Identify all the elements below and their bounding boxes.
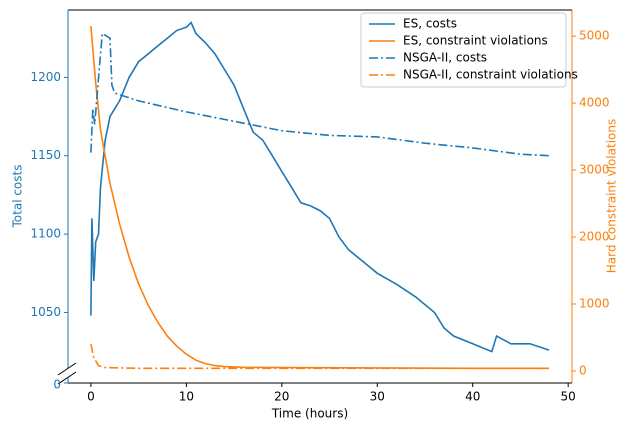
- y-tick-label: 1100: [30, 227, 61, 241]
- series-line: [90, 21, 550, 353]
- y2-tick-label: 1000: [579, 296, 610, 310]
- legend: ES, costs ES, constraint violations NSGA-I…: [360, 12, 578, 88]
- y-tick-label: 1050: [30, 305, 61, 319]
- y2-tick-label: 3000: [579, 163, 610, 177]
- legend-label: ES, constraint violations: [403, 34, 548, 48]
- series-line: [90, 344, 550, 370]
- x-tick-label: 30: [370, 390, 385, 404]
- legend-box: [360, 12, 567, 88]
- y-tick-label: 1200: [30, 70, 61, 84]
- legend-label: NSGA-II, costs: [403, 51, 487, 65]
- legend-label: ES, costs: [403, 17, 457, 31]
- axis-break: [57, 371, 77, 385]
- x-tick-label: 10: [179, 390, 194, 404]
- y-axis-label: Total costs: [11, 165, 25, 229]
- y2-tick-label: 4000: [579, 96, 610, 110]
- legend-label: NSGA-II, constraint violations: [403, 68, 578, 82]
- y-tick-label: 1150: [30, 148, 61, 162]
- x-tick-label: 50: [561, 390, 576, 404]
- y2-tick-label: 0: [579, 363, 587, 377]
- x-axis-label: Time (hours): [271, 407, 348, 421]
- x-tick-label: 40: [465, 390, 480, 404]
- axis-break: [57, 362, 77, 376]
- y-tick-label: 0: [53, 378, 61, 392]
- y2-tick-label: 5000: [579, 29, 610, 43]
- x-tick-label: 0: [87, 390, 95, 404]
- y2-tick-label: 2000: [579, 230, 610, 244]
- y2-axis-label: Hard constraint violations: [605, 119, 619, 273]
- x-tick-label: 20: [274, 390, 289, 404]
